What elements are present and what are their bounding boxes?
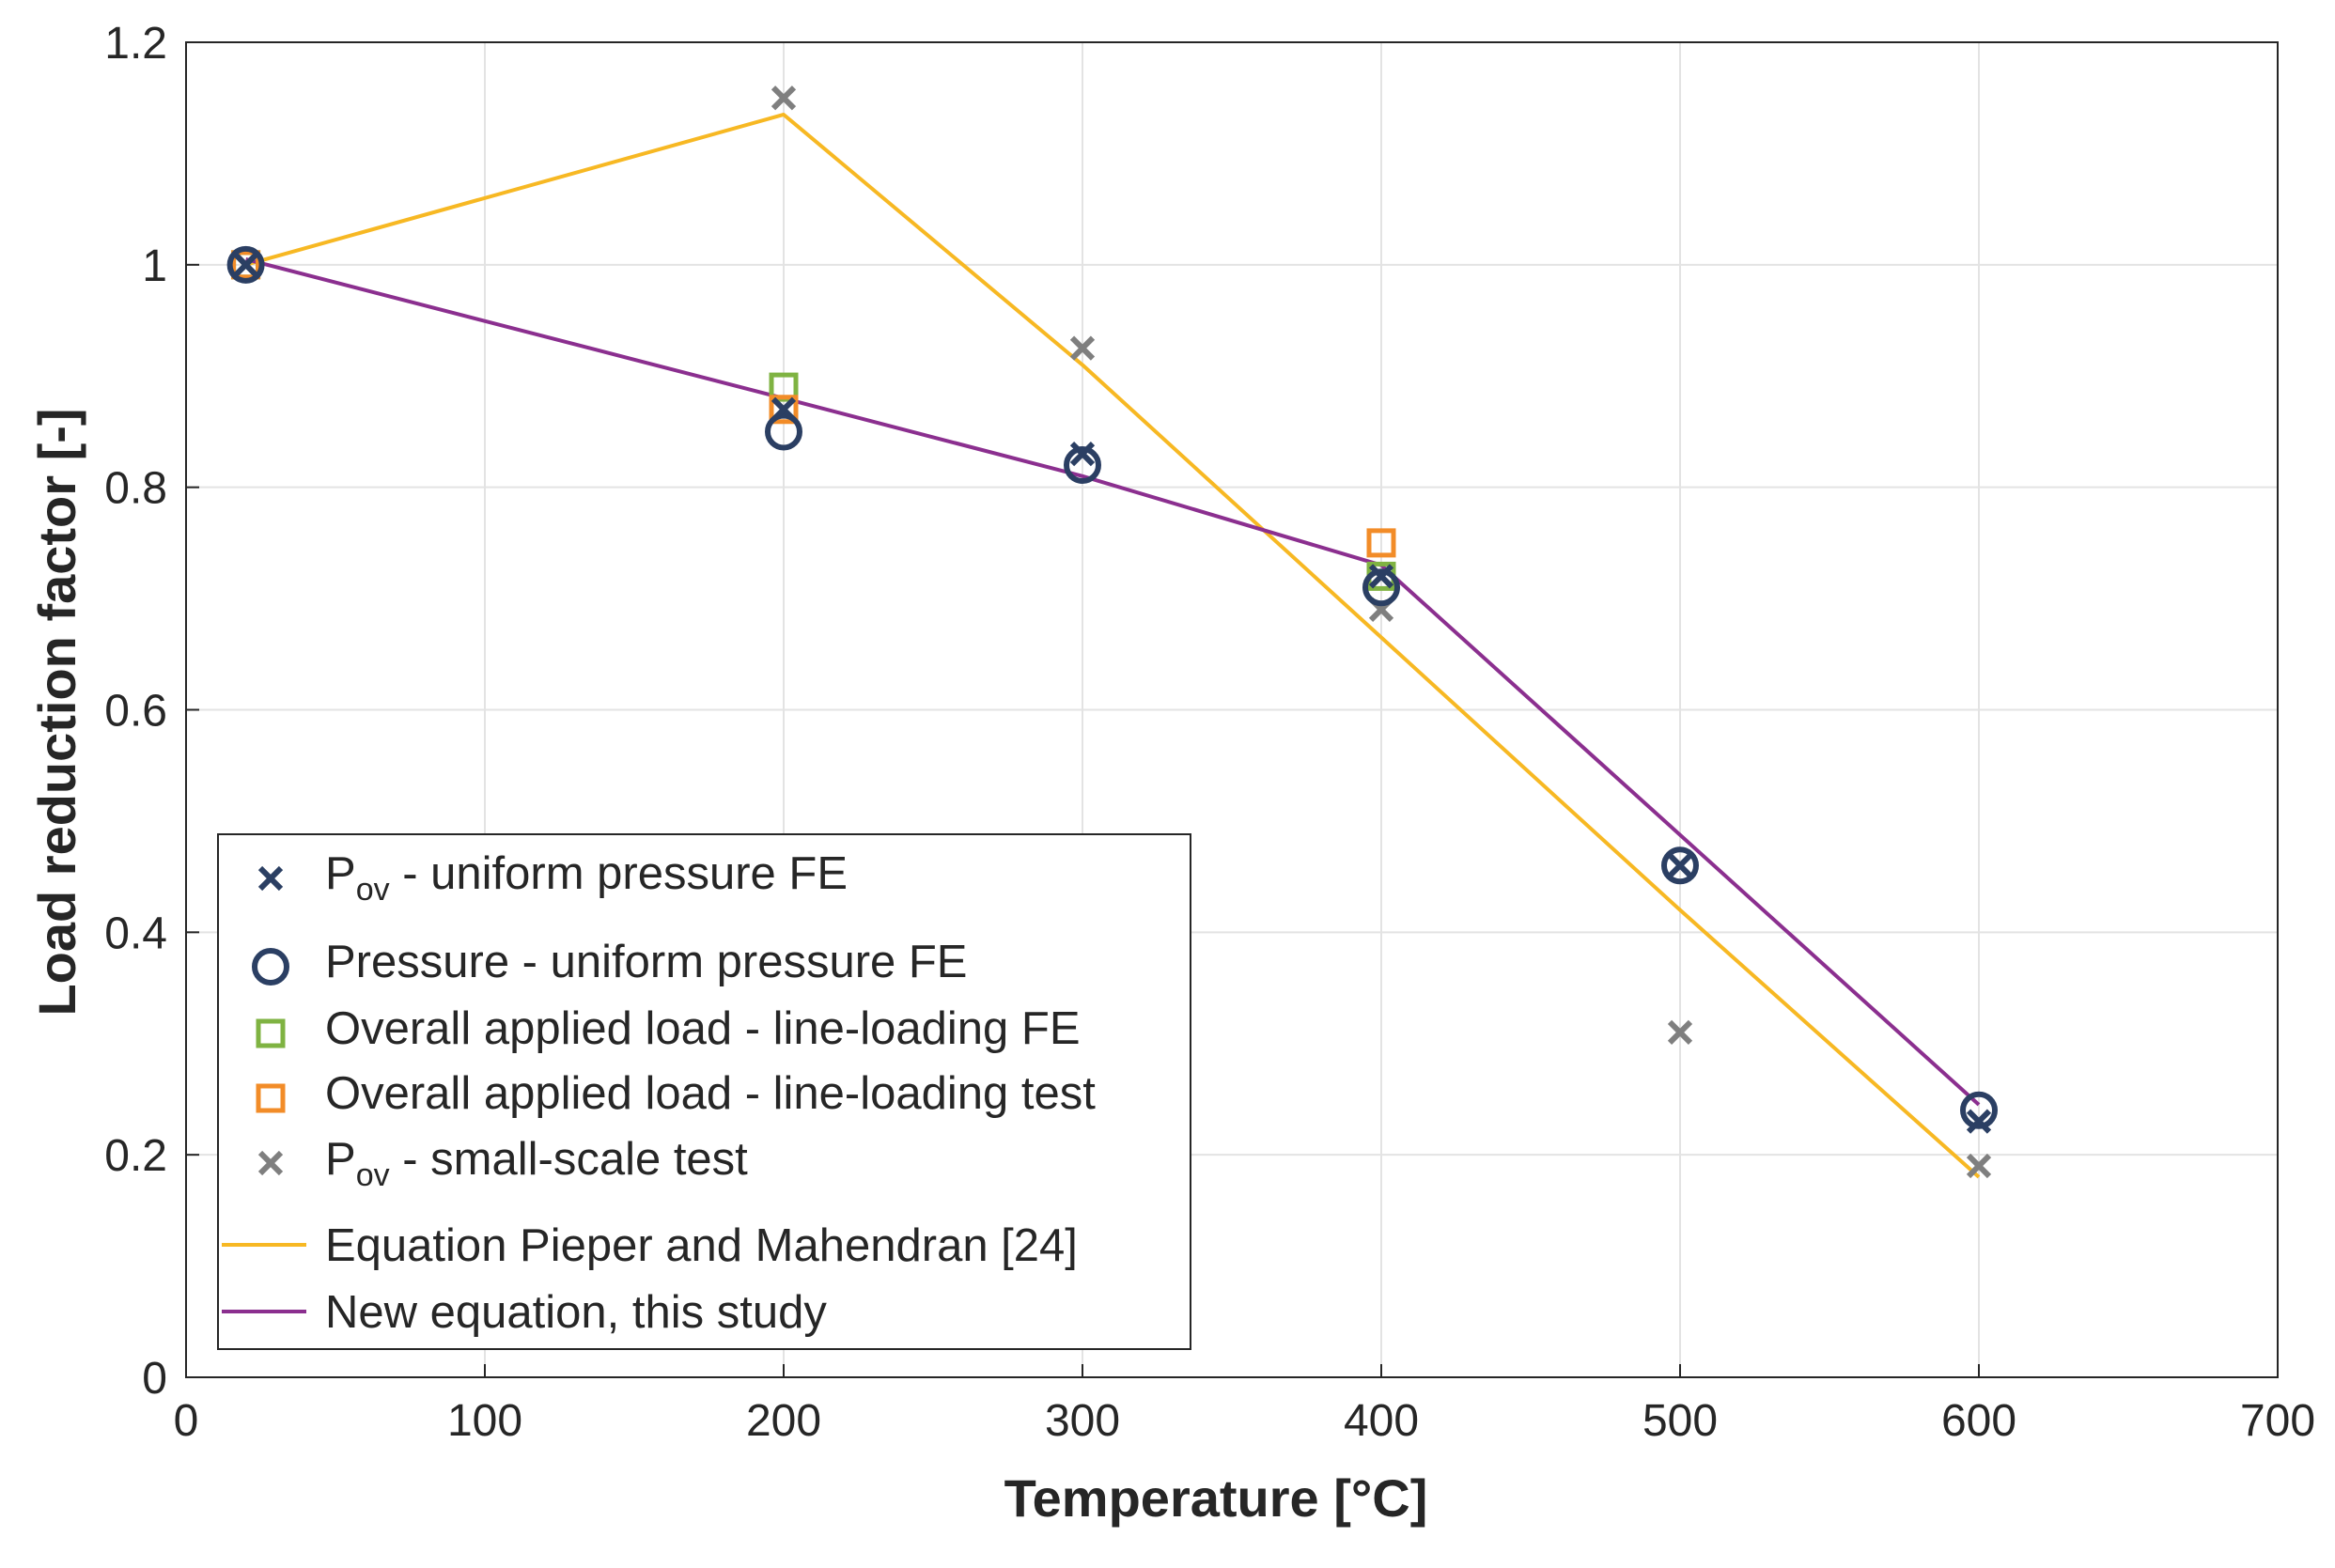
x-tick-label: 0 [174,1396,199,1446]
y-tick-label: 0.2 [104,1131,167,1181]
series-markers [226,85,1998,1179]
x-tick-label: 500 [1642,1396,1718,1446]
y-tick-label: 0.8 [104,464,167,514]
data-point [1368,564,1394,589]
legend-item-pov-small-scale: Pov - small-scale test [257,1134,748,1193]
x-axis: 0 100 200 300 400 500 600 700 [174,1396,2315,1446]
data-point [765,412,802,451]
legend-symbol [256,1018,286,1048]
data-point [1069,335,1096,361]
series-line-pieper-mahendran [245,112,1981,1179]
series-pressure-uniform-fe [226,245,1998,1129]
x-axis-title: Temperature [°C] [1004,1468,1428,1528]
legend-box [217,833,1191,1350]
data-point [1069,442,1096,467]
y-tick-label: 1 [142,241,167,291]
data-point [1366,528,1396,558]
y-axis: 0 0.2 0.4 0.6 0.8 1 1.2 [104,19,167,1404]
y-tick-label: 0.6 [104,687,167,737]
series-overall-line-test [231,250,1396,558]
x-tick-label: 100 [447,1396,522,1446]
legend-label: Equation Pieper and Mahendran [24] [325,1220,1078,1271]
legend-item-overall-line-test: Overall applied load - line-loading test [256,1068,1096,1119]
y-tick-label: 0 [142,1354,167,1404]
legend-symbol [256,1083,286,1113]
data-point [1960,1091,1998,1129]
legend-label: Pov - small-scale test [325,1134,748,1193]
legend-item-pov-uniform-fe: Pov - uniform pressure FE [257,848,848,908]
data-point [233,252,258,277]
legend-item-new-equation: New equation, this study [222,1287,827,1338]
x-tick-label: 300 [1045,1396,1120,1446]
y-axis-title: Load reduction factor [-] [27,408,86,1016]
data-point [226,245,265,284]
legend-label: Overall applied load - line-loading FE [325,1003,1081,1054]
legend-label: Pov - uniform pressure FE [325,848,848,908]
legend-marker [257,1150,284,1176]
data-point [1661,846,1699,885]
legend-marker [252,948,289,986]
legend-item-pieper-mahendran: Equation Pieper and Mahendran [24] [222,1220,1078,1271]
data-point [1362,568,1400,607]
legend-label: Overall applied load - line-loading test [325,1068,1096,1119]
series-lines [245,112,1981,1179]
legend-item-overall-line-fe: Overall applied load - line-loading FE [256,1003,1081,1054]
series-pov-uniform-fe [233,252,1992,1134]
legend-symbol [257,1150,284,1176]
data-point [1064,445,1101,484]
x-tick-label: 200 [746,1396,821,1446]
legend-symbol [252,948,289,986]
data-point [1667,1019,1693,1046]
legend-label: New equation, this study [325,1287,827,1338]
legend: Pov - uniform pressure FE Pressure - uni… [217,833,1191,1350]
data-point [771,396,797,422]
legend-item-pressure-uniform-fe: Pressure - uniform pressure FE [252,937,968,987]
data-point [231,250,261,280]
axis-ticks [185,41,2279,1378]
legend-marker [256,1018,286,1048]
data-point [1966,1153,1992,1179]
x-tick-label: 600 [1941,1396,2016,1446]
data-point [1667,853,1693,878]
legend-marker [257,865,284,892]
data-point [771,85,797,111]
x-tick-label: 400 [1344,1396,1419,1446]
y-tick-label: 0.4 [104,908,167,958]
x-tick-label: 700 [2240,1396,2315,1446]
y-tick-label: 1.2 [104,19,167,69]
legend-symbol [257,865,284,892]
legend-marker [256,1083,286,1113]
data-point [769,395,799,425]
legend-label: Pressure - uniform pressure FE [325,937,968,987]
series-line-new-equation [245,256,1981,1107]
data-point [1966,1109,1992,1134]
